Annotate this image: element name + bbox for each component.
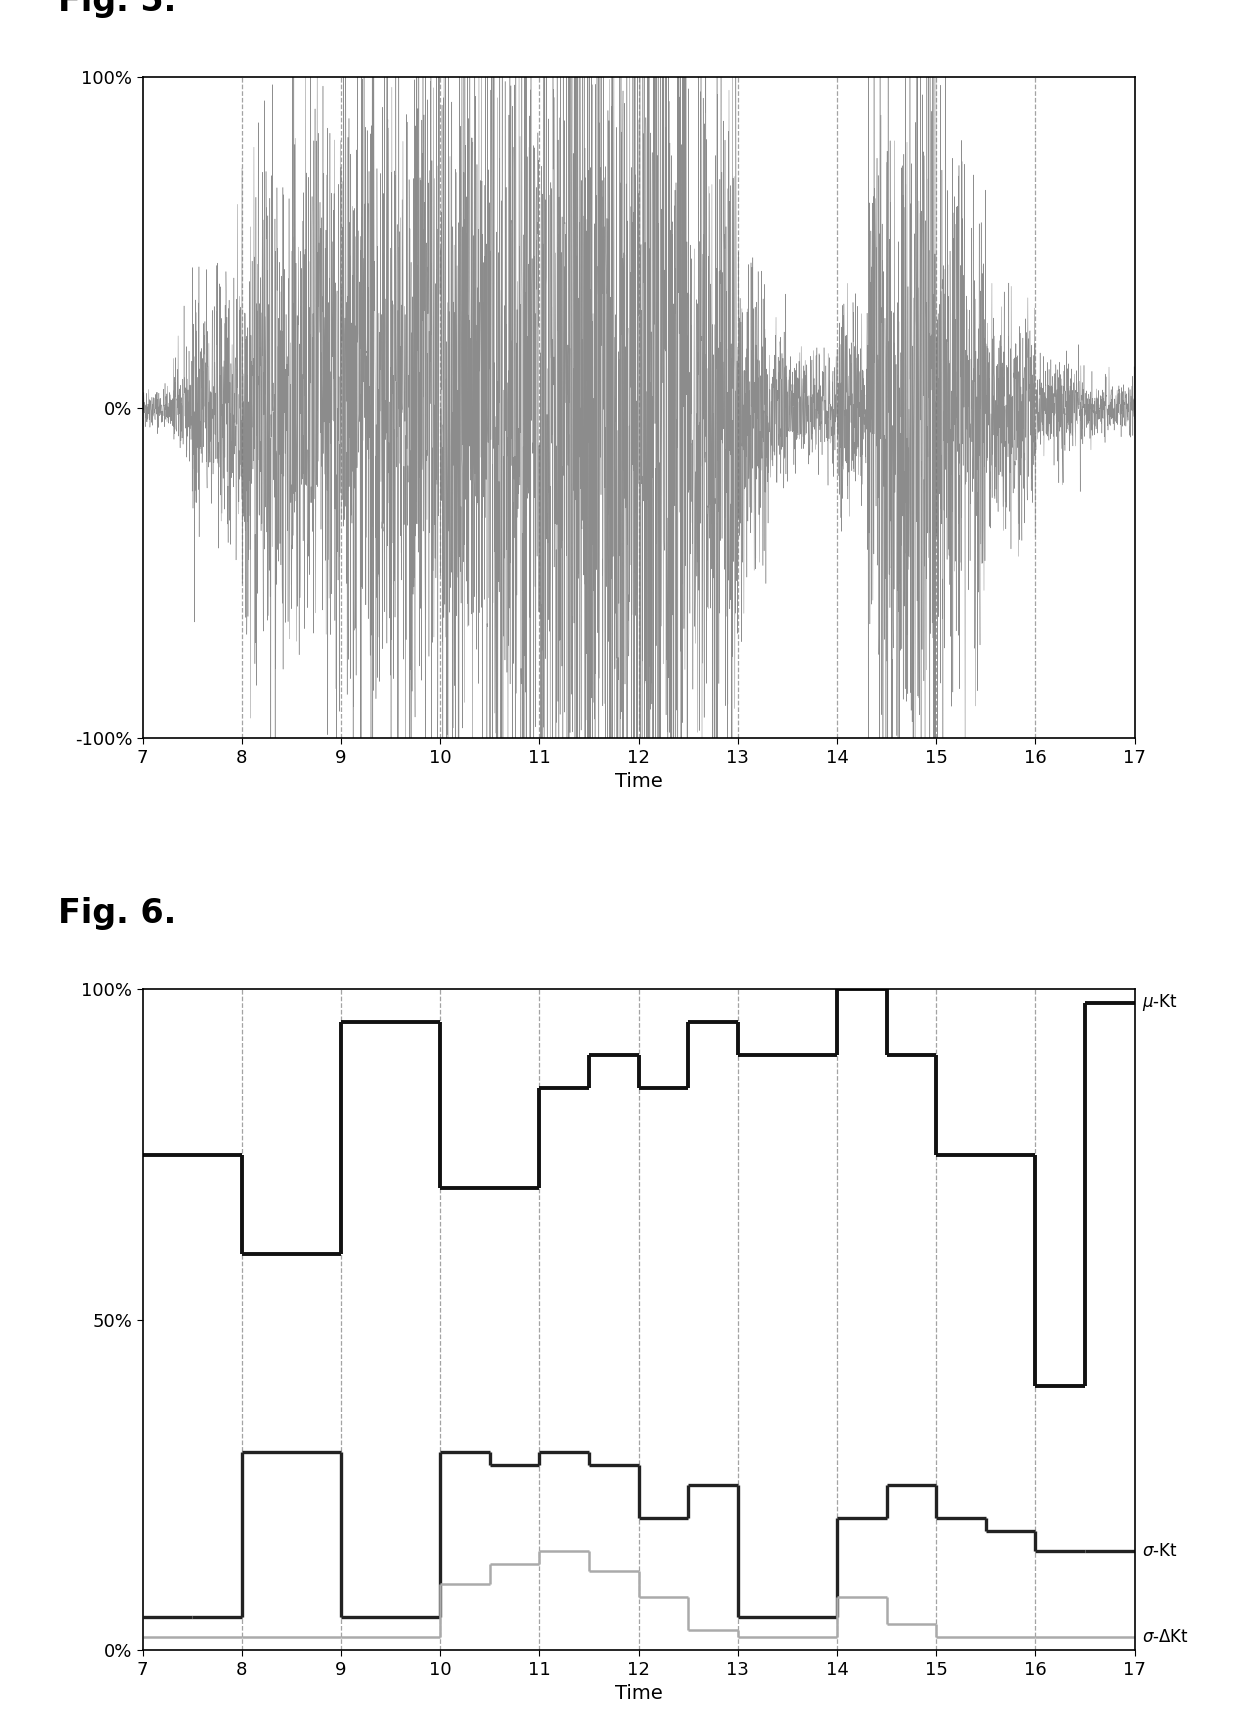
- Text: $\sigma$-Kt: $\sigma$-Kt: [1142, 1542, 1177, 1561]
- Text: $\sigma$-$\Delta$Kt: $\sigma$-$\Delta$Kt: [1142, 1628, 1188, 1647]
- Text: Fig. 6.: Fig. 6.: [58, 897, 176, 930]
- Text: $\mu$-Kt: $\mu$-Kt: [1142, 992, 1177, 1012]
- X-axis label: Time: Time: [615, 1685, 662, 1704]
- X-axis label: Time: Time: [615, 772, 662, 791]
- Text: Fig. 5.: Fig. 5.: [58, 0, 176, 17]
